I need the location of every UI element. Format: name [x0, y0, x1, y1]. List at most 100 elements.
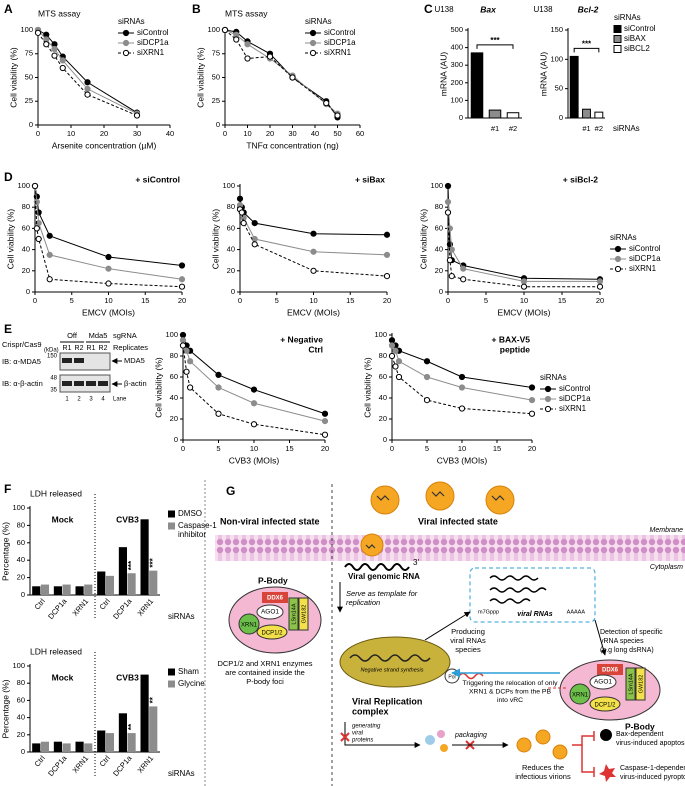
y-axis-label: mRNA (AU): [538, 52, 548, 97]
x-tick-label: XRN1: [135, 597, 155, 618]
diagram-label: m7Gppp: [478, 609, 499, 615]
legend-marker: [122, 29, 130, 37]
y-tick-label: 75: [212, 49, 220, 58]
blot-label: 3: [89, 397, 93, 403]
chart-title: Bcl-2: [578, 4, 599, 14]
x-tick-label: Ctrl: [97, 597, 112, 612]
protein: [238, 613, 260, 635]
y-tick-label: 100: [207, 25, 220, 34]
x-tick-label: #2: [595, 124, 603, 133]
y-axis-label: mRNA (AU): [438, 52, 448, 97]
legend-label: siDCP1a: [137, 38, 169, 47]
x-axis-label: EMCV (MOIs): [498, 307, 551, 317]
y-tick-label: 50: [25, 72, 33, 81]
data-point: [520, 283, 528, 290]
significance: ***: [490, 36, 500, 45]
diagram-label: complex: [352, 706, 389, 716]
blot-label: 1: [65, 397, 69, 403]
blot-label: IB: α-β-actin: [2, 379, 43, 388]
x-tick-label: 15: [558, 296, 566, 305]
y-tick-label: 0: [174, 435, 178, 444]
legend-label: siDCP1a: [629, 254, 661, 263]
data-point: [46, 276, 53, 283]
diagram-label: DCP1/2: [594, 703, 616, 709]
y-tick-label: 60: [435, 223, 443, 232]
legend-title: siRNAs: [540, 373, 567, 382]
diagram-label: GW182: [301, 605, 307, 624]
diagram-label: Caspase-1-dependent: [620, 765, 685, 772]
blot-label: 35: [50, 388, 57, 394]
vrna-box: [469, 567, 596, 623]
x-tick-label: 15: [141, 296, 149, 305]
diagram-label: DCP1/2: [261, 631, 283, 637]
bar: [75, 741, 84, 752]
blot-label: 2: [77, 397, 81, 403]
legend-label: siControl: [324, 28, 356, 37]
y-tick-label: 60: [17, 538, 25, 547]
x-tick-label: Ctrl: [32, 754, 47, 769]
blot-membrane: [59, 374, 111, 393]
data-point: [43, 41, 50, 48]
bar: [97, 571, 106, 595]
data-point: [395, 358, 403, 365]
data-point: [178, 283, 186, 290]
legend-label: siBCL2: [624, 44, 650, 53]
y-tick-label: 80: [435, 202, 443, 211]
membrane: [215, 535, 685, 561]
bar: [582, 108, 591, 119]
data-point: [460, 276, 467, 283]
data-point: [528, 410, 536, 417]
bar: [84, 584, 93, 595]
band: [74, 381, 84, 386]
legend-marker: [309, 39, 317, 47]
bar: [118, 547, 127, 595]
x-tick-label: 20: [383, 296, 391, 305]
bar: [97, 730, 106, 752]
bar: [84, 743, 93, 752]
diagram-label: DDX6: [602, 668, 619, 674]
data-point: [133, 112, 141, 119]
data-point: [250, 400, 258, 407]
y-axis-label: Cell viability (%): [5, 209, 15, 270]
legend-label: siXRN1: [559, 404, 587, 413]
data-point: [46, 251, 53, 258]
legend-swatch: [613, 45, 622, 53]
data-point: [423, 373, 431, 381]
data-point: [460, 265, 467, 272]
panel-label: G: [226, 484, 235, 498]
protein: [597, 664, 623, 675]
diagram-label: Viral genomic RNA: [348, 572, 420, 581]
diagram-label: virus-induced pyroptosis: [620, 774, 685, 781]
data-point: [187, 384, 194, 391]
x-tick-label: 0: [36, 129, 40, 138]
y-axis-label: Cell viability (%): [8, 47, 18, 108]
protein: [298, 597, 309, 631]
data-point: [444, 182, 452, 190]
data-point: [35, 220, 42, 227]
blot: [59, 341, 122, 393]
chart-title: LDH released: [30, 488, 82, 498]
diagram-label: AGO1: [261, 609, 279, 616]
y-tick-label: 80: [17, 520, 25, 529]
x-tick-label: #1: [582, 124, 590, 133]
data-point: [444, 209, 452, 216]
data-point: [310, 248, 317, 255]
chart-title: + siBax: [355, 174, 385, 184]
bar: [75, 586, 84, 595]
legend-label: siDCP1a: [324, 38, 356, 47]
data-point: [105, 265, 112, 272]
y-tick-label: 0: [216, 120, 220, 129]
diagram-label: replication: [346, 598, 380, 607]
significance: ***: [582, 40, 592, 49]
x-tick-label: 10: [309, 296, 317, 305]
legend-swatch: [168, 668, 175, 676]
y-tick-label: 60: [170, 372, 178, 381]
panel-label: E: [4, 322, 12, 336]
data-point: [183, 347, 190, 354]
data-point: [236, 195, 244, 202]
data-point: [84, 91, 91, 98]
data-point: [392, 347, 399, 354]
data-point: [520, 278, 528, 285]
bar: [140, 519, 149, 595]
x-tick-label: 5: [484, 296, 488, 305]
